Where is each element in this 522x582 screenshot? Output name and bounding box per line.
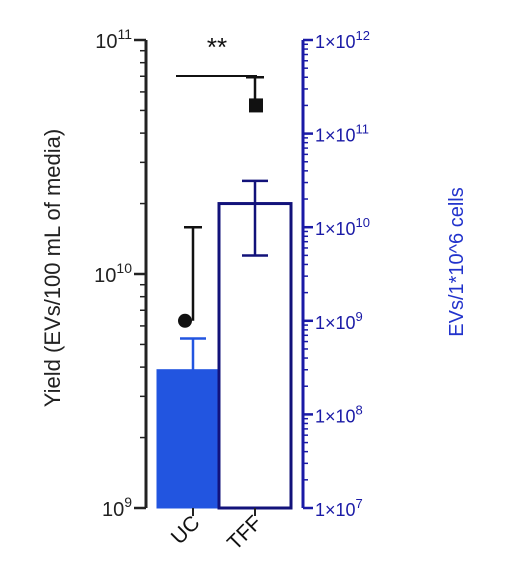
right-axis-ticks: 1×107 1×108 1×109 1×1010 1×1011 1×1012 bbox=[303, 28, 370, 520]
right-tick-label: 1×108 bbox=[315, 402, 363, 426]
point-circle-uc bbox=[178, 313, 192, 328]
right-axis: 1×107 1×108 1×109 1×1010 1×1011 1×1012 bbox=[301, 28, 370, 520]
left-axis-label: Yield (EVs/100 mL of media) bbox=[40, 129, 65, 407]
right-tick-label: 1×107 bbox=[315, 496, 363, 520]
left-tick-label: 1010 bbox=[94, 260, 132, 287]
right-tick-label: 1×109 bbox=[315, 309, 363, 333]
right-axis-label: EVs/1*10^6 cells bbox=[446, 187, 468, 336]
right-tick-label: 1×1010 bbox=[315, 215, 370, 239]
significance-label: ** bbox=[207, 32, 227, 62]
x-tick-label-tff: TFF bbox=[223, 511, 266, 554]
point-square-tff bbox=[249, 98, 263, 113]
left-axis: 109 1010 1011 bbox=[94, 26, 148, 521]
bar-uc bbox=[156, 369, 230, 509]
bars bbox=[156, 179, 293, 510]
data-points bbox=[178, 75, 264, 328]
significance-annotation: ** bbox=[176, 32, 257, 77]
x-tick-label-uc: UC bbox=[167, 511, 205, 549]
left-tick-label: 109 bbox=[102, 494, 132, 521]
x-axis-categories: UC TFF bbox=[167, 508, 267, 555]
left-tick-label: 1011 bbox=[95, 26, 132, 53]
right-tick-label: 1×1012 bbox=[315, 28, 370, 52]
left-axis-ticks: 109 1010 1011 bbox=[94, 26, 146, 521]
right-tick-label: 1×1011 bbox=[315, 122, 369, 146]
